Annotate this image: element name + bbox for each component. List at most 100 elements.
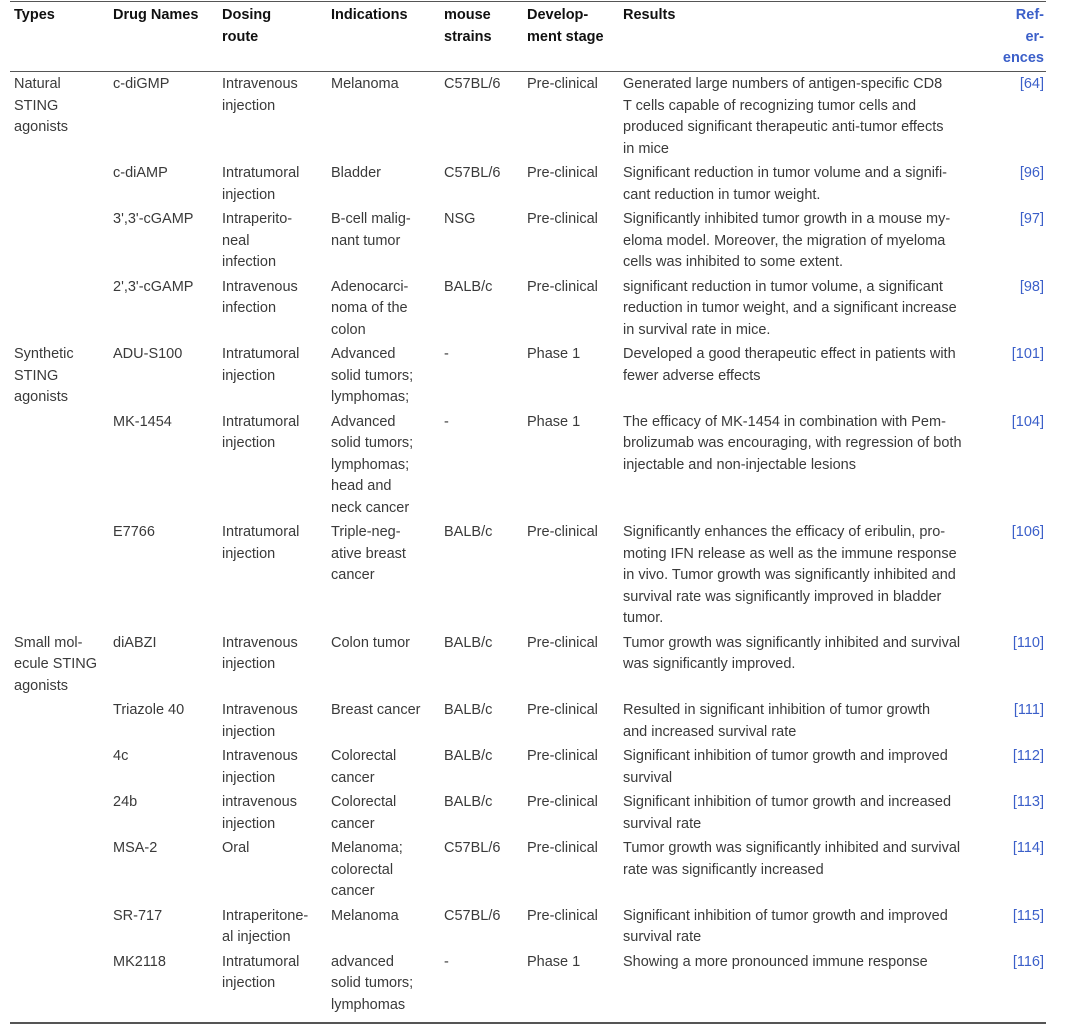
table-cell: cells was inhibited to some extent. — [623, 254, 844, 270]
table-cell: fewer adverse effects — [623, 367, 761, 384]
table-cell: Pre-clinical — [527, 211, 598, 227]
table-cell: ecule STING — [14, 656, 97, 672]
table-cell: produced significant therapeutic anti-tu… — [623, 119, 944, 135]
table-cell: Pre-clinical — [527, 278, 598, 295]
table-cell: Pre-clinical — [527, 165, 598, 181]
table-cell: - — [444, 346, 449, 362]
table-cell: neck cancer — [331, 499, 410, 516]
table-cell: Melanoma; — [331, 840, 403, 856]
reference-cell: [101] — [1011, 346, 1044, 362]
header-cell: mouse — [444, 7, 491, 23]
table-cell: in survival rate in mice. — [623, 321, 771, 338]
table-cell: lymphomas; — [331, 389, 410, 405]
table-cell: neal — [222, 232, 250, 249]
table-cell: solid tumors; — [331, 367, 414, 384]
table-cell: BALB/c — [444, 794, 493, 810]
table-cell: injection — [222, 656, 276, 672]
table-cell: MK2118 — [113, 953, 166, 970]
header-cell: ment stage — [527, 28, 604, 45]
table-cell: E7766 — [113, 524, 155, 540]
table-cell: Colon tumor — [331, 634, 410, 651]
table-cell: injection — [222, 975, 276, 991]
table-cell: injection — [222, 186, 276, 203]
table-cell: Tumor growth was significantly inhibited… — [623, 840, 961, 856]
table-cell: BALB/c — [444, 634, 493, 651]
table-cell: injectable and non-injectable lesions — [623, 456, 856, 473]
table-cell: Tumor growth was significantly inhibited… — [623, 634, 961, 651]
table-cell: Intraperito- — [222, 211, 293, 227]
table-cell: 4c — [113, 748, 129, 764]
table-cell: Intratumoral — [222, 165, 300, 181]
table-cell: was significantly improved. — [623, 656, 796, 672]
reference-cell: [104] — [1011, 413, 1044, 430]
reference-cell: [113] — [1012, 794, 1044, 810]
table-cell: SR-717 — [113, 907, 163, 924]
header-cell: Dosing — [222, 7, 272, 23]
table-cell: The efficacy of MK-1454 in combination w… — [623, 413, 946, 430]
table-cell: Synthetic — [14, 346, 74, 362]
table-cell: injection — [222, 723, 276, 740]
table-cell: Resulted in significant inhibition of tu… — [623, 702, 931, 718]
table-cell: Melanoma — [331, 76, 399, 92]
table-cell: Adenocarci- — [331, 278, 409, 295]
reference-cell: [112] — [1012, 748, 1044, 764]
table-cell: Pre-clinical — [527, 634, 598, 651]
table-cell: solid tumors; — [331, 435, 414, 451]
table-cell: solid tumors; — [331, 975, 414, 991]
reference-cell: [106] — [1011, 524, 1044, 540]
table-cell: and increased survival rate — [623, 723, 797, 740]
table-cell: Intravenous — [222, 76, 298, 92]
table-cell: 24b — [113, 794, 138, 810]
table-cell: eloma model. Moreover, the migration of … — [623, 232, 946, 249]
table-cell: NSG — [444, 211, 476, 227]
table-cell: ADU-S100 — [113, 346, 183, 362]
table-cell: in vivo. Tumor growth was significantly … — [623, 567, 956, 583]
table-cell: T cells capable of recognizing tumor cel… — [623, 97, 917, 114]
table-cell: brolizumab was encouraging, with regress… — [623, 435, 962, 451]
header-cell: Results — [623, 7, 676, 23]
table-cell: cant reduction in tumor weight. — [623, 186, 821, 203]
table-cell: Oral — [222, 840, 250, 856]
table-cell: Generated large numbers of antigen-speci… — [623, 76, 943, 92]
table-cell: c-diAMP — [113, 165, 168, 181]
table-cell: significant reduction in tumor volume, a… — [623, 278, 943, 295]
table-cell: Colorectal — [331, 748, 397, 764]
header-cell: Types — [14, 7, 55, 23]
header-cell: Develop- — [527, 7, 589, 23]
header-cell: Ref- — [1015, 7, 1044, 23]
table-cell: injection — [222, 367, 276, 384]
reference-cell: [115] — [1012, 907, 1044, 924]
table-cell: colorectal — [331, 861, 394, 878]
table-cell: infection — [222, 254, 277, 270]
table-cell: al injection — [222, 929, 291, 945]
table-cell: injection — [222, 815, 276, 832]
table-cell: Pre-clinical — [527, 76, 598, 92]
reference-cell: [97] — [1019, 211, 1044, 227]
table-cell: C57BL/6 — [444, 76, 501, 92]
table-cell: Intratumoral — [222, 413, 300, 430]
table-cell: c-diGMP — [113, 76, 170, 92]
table-cell: Pre-clinical — [527, 907, 598, 924]
table-cell: rate was significantly increased — [623, 861, 824, 878]
table-cell: Intravenous — [222, 278, 298, 295]
table-cell: diABZI — [113, 634, 157, 651]
table-cell: Significant reduction in tumor volume an… — [623, 165, 947, 181]
table-cell: - — [444, 413, 449, 430]
table-cell: Intratumoral — [222, 953, 300, 970]
table-cell: lymphomas — [331, 996, 406, 1013]
header-cell: Drug Names — [113, 7, 199, 23]
table-cell: C57BL/6 — [444, 840, 501, 856]
reference-cell: [114] — [1012, 840, 1044, 856]
table-cell: Showing a more pronounced immune respons… — [623, 953, 928, 970]
table-cell: reduction in tumor weight, and a signifi… — [623, 300, 957, 316]
table-cell: noma of the — [331, 300, 408, 316]
table-cell: Pre-clinical — [527, 524, 598, 540]
table-cell: Breast cancer — [331, 702, 421, 718]
table-cell: cancer — [331, 769, 375, 786]
table-cell: C57BL/6 — [444, 165, 501, 181]
table-cell: lymphomas; — [331, 456, 410, 473]
table-cell: agonists — [14, 389, 69, 405]
table-cell: colon — [331, 321, 366, 338]
header-rule — [10, 71, 1046, 72]
table-cell: survival rate — [623, 815, 702, 832]
